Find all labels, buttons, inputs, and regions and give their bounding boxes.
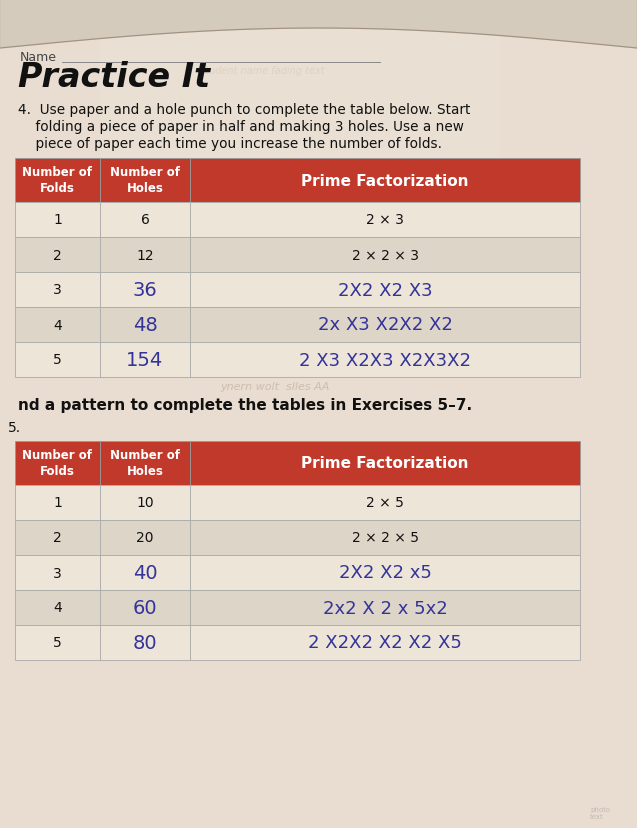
Text: 2X2 X2 X3: 2X2 X2 X3 (338, 282, 433, 299)
Text: Practice It: Practice It (18, 61, 210, 94)
Bar (100, 0, 500, 229)
Text: Name: Name (20, 51, 57, 64)
Text: Number of
Folds: Number of Folds (22, 166, 92, 195)
Text: 2 × 2 × 5: 2 × 2 × 5 (352, 531, 419, 545)
Bar (15, 441, 100, 485)
Bar (100, 238, 190, 272)
Bar (190, 590, 580, 625)
Bar (100, 625, 190, 660)
Bar (100, 203, 190, 238)
Text: Prime Factorization: Prime Factorization (301, 456, 469, 471)
Bar (190, 203, 580, 238)
Text: 5: 5 (53, 636, 62, 650)
Text: 20: 20 (136, 531, 154, 545)
FancyBboxPatch shape (0, 0, 80, 59)
Bar (190, 520, 580, 556)
Text: folding a piece of paper in half and making 3 holes. Use a new: folding a piece of paper in half and mak… (18, 120, 464, 134)
Bar (15, 485, 100, 520)
Text: 12: 12 (136, 248, 154, 262)
Text: 48: 48 (132, 315, 157, 335)
Text: 5: 5 (53, 353, 62, 367)
Text: 4.  Use paper and a hole punch to complete the table below. Start: 4. Use paper and a hole punch to complet… (18, 103, 470, 117)
Bar (15, 308, 100, 343)
Text: 2x2 X 2 x 5x2: 2x2 X 2 x 5x2 (322, 599, 447, 617)
Text: 154: 154 (126, 350, 164, 369)
Text: 2X2 X2 x5: 2X2 X2 x5 (338, 564, 431, 582)
Text: 2: 2 (53, 531, 62, 545)
Bar (190, 485, 580, 520)
Bar (190, 238, 580, 272)
Text: 2 × 5: 2 × 5 (366, 496, 404, 510)
Bar (190, 159, 580, 203)
Bar (190, 343, 580, 378)
Bar (190, 625, 580, 660)
Text: 60: 60 (132, 599, 157, 617)
Text: 6: 6 (141, 214, 150, 227)
Text: student name fading text: student name fading text (200, 66, 325, 76)
Text: 10: 10 (136, 496, 154, 510)
Text: 2 X3 X2X3 X2X3X2: 2 X3 X2X3 X2X3X2 (299, 351, 471, 369)
Bar (100, 441, 190, 485)
Text: 3: 3 (53, 566, 62, 580)
Bar (190, 556, 580, 590)
Bar (15, 590, 100, 625)
Bar (100, 590, 190, 625)
Bar (100, 272, 190, 308)
Text: nd a pattern to complete the tables in Exercises 5–7.: nd a pattern to complete the tables in E… (18, 397, 472, 412)
Text: 4: 4 (53, 601, 62, 614)
Bar (100, 343, 190, 378)
Text: Prime Factorization: Prime Factorization (301, 173, 469, 188)
Text: 80: 80 (132, 633, 157, 652)
Text: 2: 2 (53, 248, 62, 262)
Bar (15, 625, 100, 660)
Text: Number of
Holes: Number of Holes (110, 166, 180, 195)
Text: piece of paper each time you increase the number of folds.: piece of paper each time you increase th… (18, 137, 442, 151)
Text: 40: 40 (132, 563, 157, 582)
Bar (15, 238, 100, 272)
Bar (15, 520, 100, 556)
Text: Number of
Folds: Number of Folds (22, 449, 92, 478)
Bar (100, 159, 190, 203)
Bar (15, 556, 100, 590)
Bar (190, 272, 580, 308)
Text: 2 X2X2 X2 X2 X5: 2 X2X2 X2 X2 X5 (308, 633, 462, 652)
Text: 1: 1 (53, 214, 62, 227)
Bar (15, 272, 100, 308)
Text: 1: 1 (53, 496, 62, 510)
Bar (100, 556, 190, 590)
Bar (100, 308, 190, 343)
Text: 3: 3 (53, 283, 62, 297)
Text: 36: 36 (132, 281, 157, 300)
Bar (100, 520, 190, 556)
Text: 2 × 2 × 3: 2 × 2 × 3 (352, 248, 419, 262)
Bar (15, 343, 100, 378)
Text: photo
text: photo text (590, 806, 610, 819)
Bar (190, 308, 580, 343)
Bar (15, 203, 100, 238)
Bar (15, 159, 100, 203)
Bar (100, 485, 190, 520)
Text: 4: 4 (53, 318, 62, 332)
Text: 2x X3 X2X2 X2: 2x X3 X2X2 X2 (318, 316, 452, 334)
Text: Number of
Holes: Number of Holes (110, 449, 180, 478)
Text: 5.: 5. (8, 421, 21, 435)
Bar (190, 441, 580, 485)
Text: 2 × 3: 2 × 3 (366, 214, 404, 227)
Text: ynern wolt  slles AA: ynern wolt slles AA (220, 382, 329, 392)
